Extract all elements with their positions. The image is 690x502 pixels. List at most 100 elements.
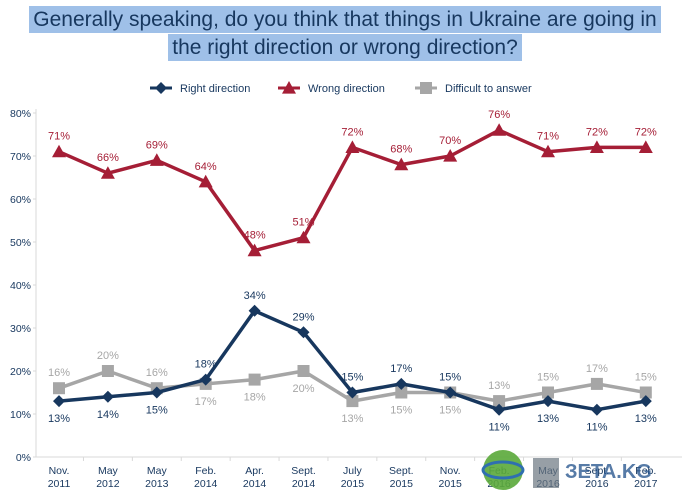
x-tick-label: Sept. 2016	[585, 465, 610, 490]
data-point-marker	[149, 153, 164, 166]
data-point-marker	[52, 144, 66, 158]
hourglass-icon	[533, 458, 559, 488]
series-wrong-direction	[52, 123, 653, 257]
data-point-marker	[444, 386, 457, 399]
data-label: 71%	[48, 131, 70, 143]
y-tick-label: 30%	[10, 323, 31, 335]
data-point-marker	[346, 395, 359, 408]
data-label: 72%	[586, 126, 608, 138]
data-label: 15%	[390, 405, 412, 417]
watermark-text: ЗЕТА.KG	[565, 461, 652, 483]
x-tick-label: Apr. 2014	[243, 465, 267, 490]
data-point-marker	[590, 403, 603, 416]
data-label: 71%	[537, 131, 559, 143]
y-tick-label: 40%	[10, 280, 31, 292]
data-label: 51%	[292, 217, 314, 229]
data-label: 15%	[537, 372, 559, 384]
y-tick-label: 0%	[16, 452, 31, 464]
data-label: 14%	[97, 409, 119, 421]
chart-legend: Right direction Wrong direction Difficult …	[150, 81, 532, 95]
y-tick-label: 80%	[10, 108, 31, 120]
data-label: 13%	[635, 413, 657, 425]
data-label: 11%	[586, 422, 607, 434]
legend-swatch-marker	[282, 81, 296, 94]
x-tick-label: Nov. 2011	[48, 465, 71, 490]
legend-label: Wrong direction	[308, 83, 385, 95]
data-label: 15%	[146, 405, 168, 417]
globe-icon	[483, 450, 523, 490]
data-point-marker	[101, 390, 114, 403]
data-label: 15%	[341, 372, 363, 384]
data-label: 72%	[635, 126, 657, 138]
data-label: 16%	[48, 367, 70, 379]
data-label: 13%	[537, 413, 559, 425]
data-label: 66%	[97, 152, 119, 164]
data-label: 13%	[488, 380, 510, 392]
data-label: 72%	[341, 126, 363, 138]
data-point-marker	[150, 386, 163, 399]
data-point-marker	[198, 174, 213, 188]
data-label: 17%	[586, 363, 608, 375]
legend-label: Difficult to answer	[445, 83, 532, 95]
chart-series	[52, 123, 653, 416]
y-tick-label: 60%	[10, 194, 31, 206]
y-tick-label: 20%	[10, 366, 31, 378]
data-point-marker	[395, 377, 408, 390]
data-point-marker	[247, 243, 262, 257]
y-tick-label: 10%	[10, 409, 31, 421]
data-point-marker	[101, 365, 114, 377]
data-label: 20%	[292, 383, 314, 395]
data-point-marker	[639, 395, 652, 408]
data-point-marker	[541, 144, 555, 158]
data-point-marker	[542, 386, 554, 399]
data-point-marker	[443, 149, 458, 162]
data-label: 34%	[244, 290, 266, 302]
data-label: 16%	[146, 367, 168, 379]
data-label: 76%	[488, 109, 510, 121]
data-point-marker	[248, 373, 261, 386]
x-tick-label: May 2012	[96, 465, 120, 490]
data-point-marker	[638, 140, 653, 153]
data-point-marker	[493, 395, 506, 408]
data-point-marker	[590, 377, 603, 390]
x-tick-label: Sept. 2015	[389, 465, 414, 490]
watermark-logo: ЗЕТА.KG	[481, 450, 652, 490]
data-label: 18%	[244, 392, 266, 404]
orbit-icon	[481, 460, 525, 480]
x-tick-label: Nov. 2015	[439, 465, 463, 490]
legend-label: Right direction	[180, 83, 250, 95]
data-point-marker	[589, 140, 604, 153]
data-label: 20%	[97, 350, 119, 362]
y-tick-label: 50%	[10, 237, 31, 249]
y-tick-label: 70%	[10, 151, 31, 163]
data-point-marker	[346, 386, 359, 399]
x-tick-label: Feb. 2014	[194, 465, 218, 490]
data-label: 70%	[439, 135, 461, 147]
data-point-marker	[394, 157, 409, 171]
data-point-marker	[345, 140, 360, 153]
data-label: 11%	[488, 422, 509, 434]
x-tick-label: May 2013	[145, 465, 169, 490]
data-label: 48%	[244, 230, 266, 242]
legend-swatch-marker	[420, 82, 432, 94]
data-label: 15%	[439, 405, 461, 417]
data-point-marker	[100, 166, 115, 179]
data-label: 17%	[195, 396, 217, 408]
chart-axes: 0% 10% 20% 30% 40% 50% 60% 70% 80% Nov. 2011 May 201…	[10, 108, 682, 490]
data-point-marker	[639, 386, 652, 399]
data-point-marker	[492, 123, 507, 136]
series-right-direction	[53, 304, 652, 416]
data-point-marker	[199, 373, 212, 386]
data-point-marker	[248, 304, 261, 317]
data-point-marker	[297, 326, 310, 339]
data-point-marker	[53, 395, 65, 408]
data-label: 68%	[390, 144, 412, 156]
data-label: 69%	[146, 139, 168, 151]
data-label: 64%	[195, 161, 217, 173]
chart-title-block: Generally speaking, do you think that th…	[18, 6, 672, 62]
chart-data-labels: 13% 14% 15% 18% 34% 29% 15% 17% 15% 11% 13% 11% 13% 7…	[48, 109, 657, 434]
data-point-marker	[296, 230, 311, 244]
data-label: 13%	[48, 413, 70, 425]
data-label: 17%	[390, 363, 412, 375]
